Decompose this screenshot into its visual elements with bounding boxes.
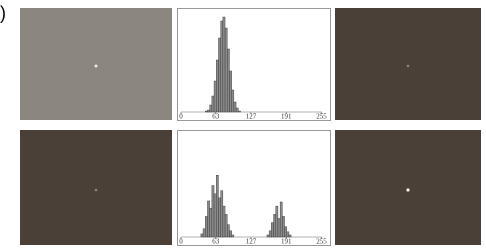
bar	[221, 21, 223, 112]
x-tick-label: 127	[246, 113, 257, 121]
bar	[223, 17, 225, 112]
image-dot	[407, 65, 410, 68]
bar	[203, 229, 205, 237]
image-dot	[95, 189, 98, 192]
bar	[212, 186, 214, 238]
x-tick-label: 127	[246, 238, 257, 246]
panel-label: )	[0, 3, 6, 23]
bar	[227, 49, 229, 112]
bar	[267, 235, 269, 237]
bar	[285, 227, 287, 237]
x-tick-label: 255	[316, 113, 327, 121]
bar	[282, 216, 284, 237]
bar	[214, 194, 216, 237]
bar	[207, 201, 209, 237]
bar	[210, 208, 212, 237]
bar	[238, 111, 240, 112]
image-noisy	[20, 130, 172, 245]
image-dot	[406, 188, 409, 191]
bar	[205, 216, 207, 237]
bar	[216, 60, 218, 112]
bar	[221, 191, 223, 237]
x-tick-label: 63	[212, 238, 220, 246]
x-tick-label: 191	[281, 238, 292, 246]
bar	[210, 105, 212, 112]
bar	[232, 235, 234, 237]
bar	[229, 231, 231, 237]
bar	[201, 234, 203, 237]
bar	[229, 71, 231, 112]
bar	[271, 223, 273, 237]
bar	[236, 108, 238, 112]
bar	[216, 175, 218, 237]
image-original	[20, 8, 172, 120]
bar	[280, 202, 282, 237]
bar	[269, 231, 271, 237]
figure: ) 0 63 127 191 255 0 63 127 191 255	[0, 0, 486, 250]
image-enhanced	[335, 130, 481, 245]
bar	[232, 90, 234, 112]
histogram-frame	[178, 131, 331, 246]
bar	[223, 206, 225, 237]
bar	[212, 96, 214, 112]
bar	[218, 198, 220, 237]
bar	[214, 81, 216, 112]
x-tick-label: 63	[212, 113, 220, 121]
histogram-frame	[178, 9, 331, 121]
bar	[274, 214, 276, 237]
image-result	[335, 8, 481, 120]
x-tick-label: 191	[281, 113, 292, 121]
bar	[207, 110, 209, 112]
image-dot	[95, 65, 98, 68]
bar	[218, 38, 220, 112]
x-tick-label: 255	[316, 238, 327, 246]
x-tick-label: 0	[179, 113, 183, 121]
bar	[289, 235, 291, 237]
bar	[225, 28, 227, 112]
bar	[205, 111, 207, 112]
bar	[278, 218, 280, 237]
x-tick-label: 0	[179, 238, 183, 246]
bar	[227, 225, 229, 237]
bar	[234, 102, 236, 112]
bar	[276, 206, 278, 237]
bar	[287, 232, 289, 237]
bar	[225, 214, 227, 237]
